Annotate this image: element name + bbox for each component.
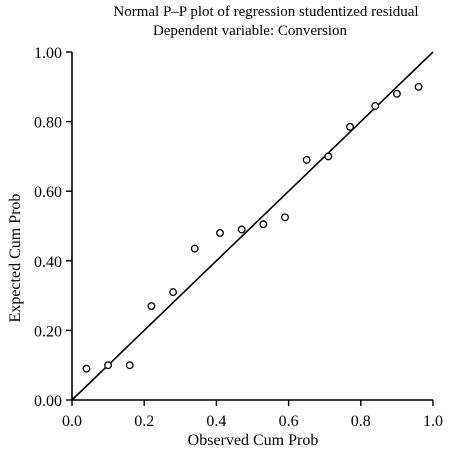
x-tick-label: 0.4 [206, 413, 226, 430]
y-tick-label: 0.20 [34, 323, 62, 340]
axes [71, 52, 433, 401]
x-tick-label: 1.0 [423, 413, 443, 430]
data-point [216, 229, 224, 237]
data-point [190, 244, 199, 253]
chart-subtitle: Dependent variable: Conversion [153, 23, 348, 39]
data-point [104, 361, 113, 370]
chart-title: Normal P–P plot of regression studentize… [113, 4, 418, 20]
x-axis-label: Observed Cum Prob [188, 432, 319, 449]
y-tick-label: 0.60 [34, 184, 62, 201]
data-point [281, 213, 289, 222]
data-point [169, 288, 178, 297]
data-point [82, 364, 91, 373]
y-tick-label: 0.00 [34, 393, 62, 410]
data-point [324, 152, 333, 161]
reference-line [71, 51, 434, 401]
y-ticks: 0.00 0.20 0.40 0.60 0.80 1.00 [34, 45, 72, 410]
y-tick-label: 0.80 [34, 115, 62, 132]
y-tick-label: 0.40 [34, 254, 62, 271]
data-point [414, 82, 423, 91]
data-point [259, 220, 268, 229]
x-tick-label: 0.8 [351, 413, 371, 430]
data-point [302, 155, 311, 164]
y-axis-label: Expected Cum Prob [7, 194, 24, 323]
data-points [82, 82, 423, 373]
y-tick-label: 1.00 [34, 45, 62, 62]
x-tick-label: 0.2 [134, 413, 154, 430]
data-point [346, 122, 354, 131]
data-point [371, 101, 380, 110]
x-tick-label: 0.6 [279, 413, 299, 430]
x-ticks: 0.0 0.2 0.4 0.6 0.8 1.0 [62, 400, 443, 430]
data-point [392, 89, 401, 98]
x-tick-label: 0.0 [62, 413, 82, 430]
data-point [125, 361, 134, 370]
data-point [147, 302, 156, 310]
data-point [237, 225, 246, 234]
